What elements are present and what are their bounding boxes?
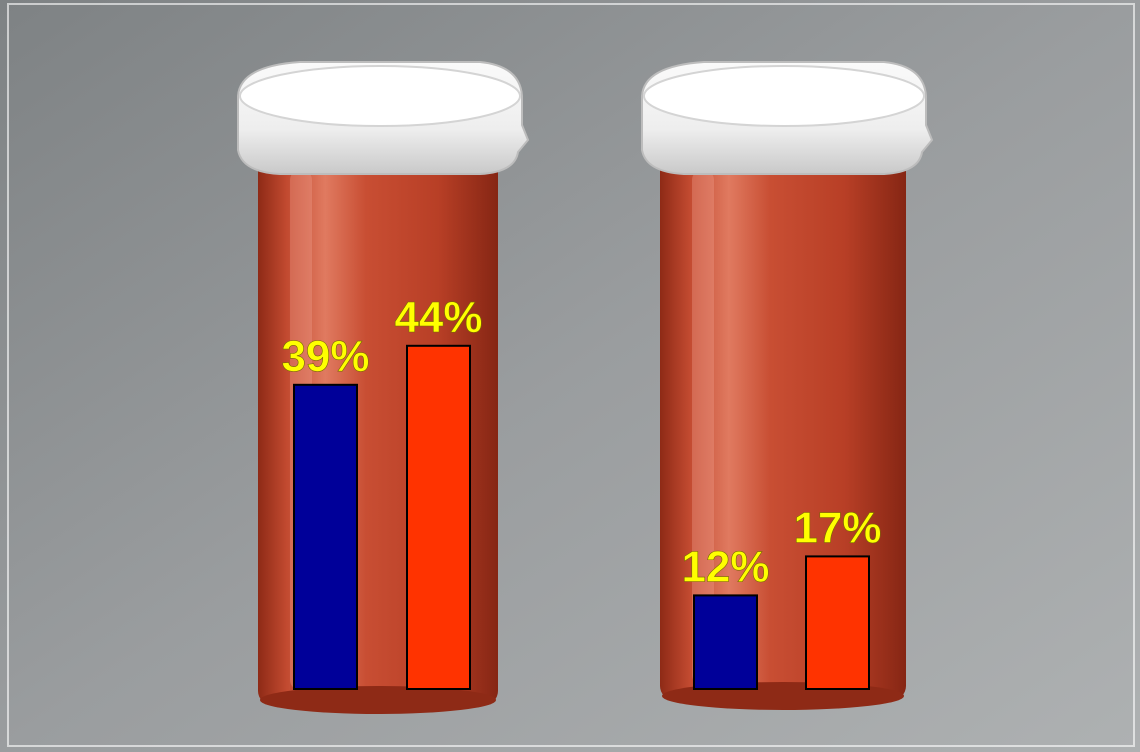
- bar-label-left-1: 39%: [281, 332, 369, 381]
- cap-top: [644, 66, 924, 126]
- bar-label-right-1: 12%: [681, 542, 769, 591]
- bar-right-2: [806, 556, 869, 689]
- bar-label-left-2: 44%: [394, 293, 482, 342]
- left-pill-bottle: [238, 62, 528, 714]
- cap-top: [240, 66, 520, 126]
- bar-label-right-2: 17%: [793, 503, 881, 552]
- bottle-base: [260, 686, 496, 714]
- bar-right-1: [694, 595, 757, 689]
- right-pill-bottle: [642, 62, 932, 710]
- bar-left-2: [407, 346, 470, 689]
- bar-left-1: [294, 385, 357, 689]
